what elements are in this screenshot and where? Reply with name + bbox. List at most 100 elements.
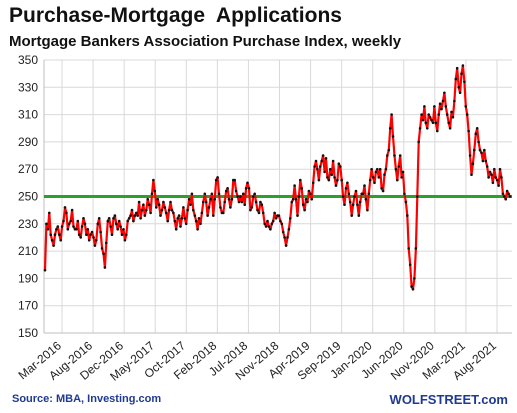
data-point bbox=[246, 181, 249, 185]
data-point bbox=[260, 203, 264, 206]
data-point bbox=[296, 214, 299, 217]
y-tick-label: 350 bbox=[18, 53, 38, 67]
data-point bbox=[303, 208, 306, 212]
data-point bbox=[344, 187, 348, 190]
data-point bbox=[146, 197, 149, 201]
data-point bbox=[199, 222, 202, 226]
data-point bbox=[304, 197, 308, 201]
data-point bbox=[481, 159, 485, 163]
data-point bbox=[209, 197, 212, 201]
data-point bbox=[197, 217, 201, 220]
data-point bbox=[250, 206, 254, 209]
series-layer bbox=[43, 64, 511, 291]
data-point bbox=[394, 167, 398, 171]
data-point bbox=[483, 148, 486, 152]
data-point bbox=[214, 178, 218, 182]
data-point bbox=[139, 217, 142, 220]
data-point bbox=[137, 200, 141, 204]
data-point bbox=[461, 64, 465, 67]
data-point bbox=[166, 219, 169, 223]
data-point bbox=[455, 66, 459, 70]
data-point bbox=[274, 217, 278, 220]
data-point bbox=[93, 244, 97, 247]
data-point bbox=[60, 225, 64, 228]
data-point bbox=[460, 72, 463, 75]
data-point bbox=[354, 189, 358, 193]
data-point bbox=[424, 121, 428, 125]
data-point bbox=[477, 140, 480, 144]
data-point bbox=[300, 187, 304, 190]
data-point bbox=[43, 268, 47, 272]
data-point bbox=[129, 214, 132, 217]
y-tick-label: 170 bbox=[18, 299, 38, 313]
data-point bbox=[237, 200, 241, 204]
data-point bbox=[143, 214, 147, 217]
data-point bbox=[173, 219, 177, 223]
data-point bbox=[242, 192, 245, 196]
data-point bbox=[500, 176, 503, 179]
data-point bbox=[363, 184, 366, 187]
data-point bbox=[417, 140, 421, 144]
data-point bbox=[56, 225, 60, 228]
data-point bbox=[63, 206, 67, 209]
data-point bbox=[269, 228, 272, 231]
data-point bbox=[334, 184, 338, 187]
data-point bbox=[267, 225, 271, 228]
data-point bbox=[279, 219, 282, 223]
data-point bbox=[266, 219, 269, 223]
data-point bbox=[119, 225, 122, 228]
data-point bbox=[358, 200, 362, 204]
data-point bbox=[86, 228, 90, 231]
data-point bbox=[301, 203, 305, 206]
data-point bbox=[294, 197, 298, 201]
data-point bbox=[316, 167, 319, 171]
data-point bbox=[348, 200, 352, 204]
data-point bbox=[190, 192, 194, 196]
data-point bbox=[70, 208, 74, 212]
data-point bbox=[401, 170, 405, 174]
data-point bbox=[263, 222, 267, 226]
data-point bbox=[206, 214, 209, 217]
data-point bbox=[153, 189, 157, 193]
data-point bbox=[390, 113, 393, 116]
data-point bbox=[453, 99, 456, 103]
data-point bbox=[411, 288, 415, 291]
data-point bbox=[480, 151, 483, 155]
data-point bbox=[381, 189, 385, 193]
data-point bbox=[62, 219, 65, 223]
data-point bbox=[388, 127, 392, 130]
data-point bbox=[136, 214, 139, 217]
data-point bbox=[505, 189, 509, 193]
data-point bbox=[59, 238, 62, 242]
data-point bbox=[65, 211, 68, 215]
data-point bbox=[156, 197, 159, 201]
data-point bbox=[75, 228, 78, 231]
data-point bbox=[224, 189, 228, 193]
data-point bbox=[212, 214, 215, 217]
data-point bbox=[495, 178, 499, 182]
data-point bbox=[69, 219, 72, 223]
data-point bbox=[264, 225, 268, 228]
data-point bbox=[189, 203, 192, 206]
data-point bbox=[327, 178, 331, 182]
data-point bbox=[293, 184, 296, 187]
data-point bbox=[463, 80, 466, 84]
data-point bbox=[167, 208, 171, 212]
data-point bbox=[50, 238, 54, 242]
data-point bbox=[454, 77, 458, 81]
data-point bbox=[361, 192, 365, 196]
data-point bbox=[142, 203, 145, 206]
data-point bbox=[393, 154, 396, 157]
data-point bbox=[443, 91, 446, 95]
data-point bbox=[430, 118, 433, 122]
data-point bbox=[387, 148, 391, 152]
data-point bbox=[193, 214, 197, 217]
data-point bbox=[366, 208, 369, 212]
data-point bbox=[413, 277, 416, 280]
data-point bbox=[397, 165, 401, 168]
data-point bbox=[85, 233, 88, 236]
data-point bbox=[72, 225, 75, 228]
y-tick-label: 150 bbox=[18, 326, 38, 340]
data-point bbox=[183, 217, 187, 220]
data-point bbox=[130, 208, 134, 212]
